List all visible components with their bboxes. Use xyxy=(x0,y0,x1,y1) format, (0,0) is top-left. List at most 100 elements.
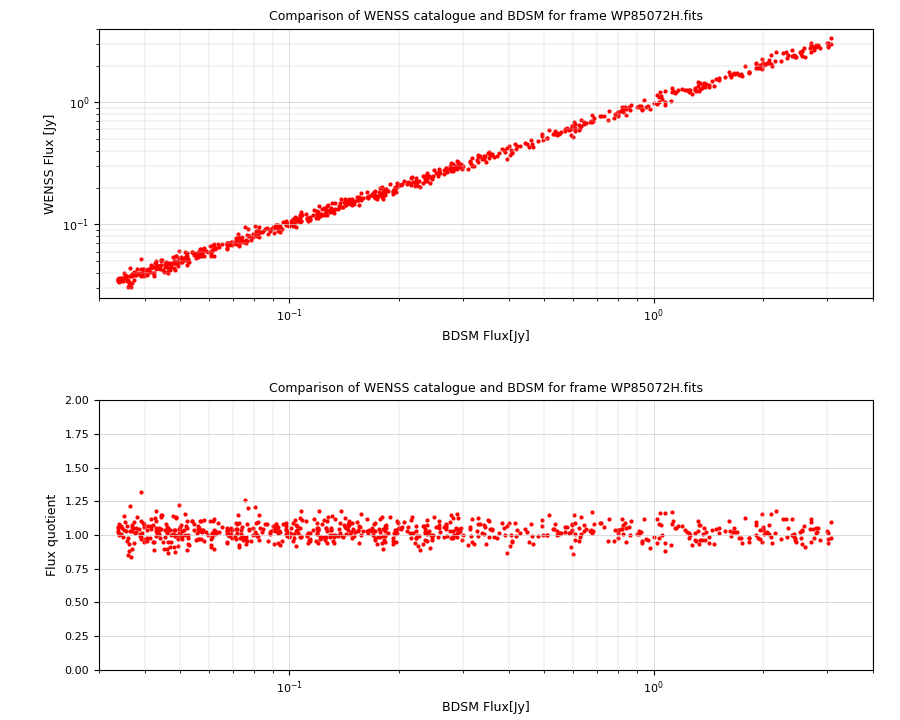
Point xyxy=(756,523,770,535)
Point xyxy=(390,527,404,539)
Point xyxy=(179,250,194,261)
Point xyxy=(239,518,254,530)
Point xyxy=(328,529,342,541)
Point xyxy=(464,521,478,533)
Point xyxy=(768,528,782,539)
Point xyxy=(238,534,253,546)
Point xyxy=(395,178,410,189)
Point xyxy=(504,535,518,546)
Point xyxy=(146,519,160,531)
Point xyxy=(563,526,578,538)
Point xyxy=(175,533,189,544)
Point xyxy=(427,512,441,523)
Point xyxy=(209,243,223,254)
Point xyxy=(193,247,207,258)
Point xyxy=(173,256,187,267)
Point xyxy=(464,531,479,542)
Point xyxy=(197,514,211,526)
Point xyxy=(206,239,220,251)
Point xyxy=(491,527,506,539)
Point xyxy=(508,143,523,155)
Point xyxy=(352,520,366,531)
Point xyxy=(314,532,328,544)
Point xyxy=(127,537,141,549)
Point xyxy=(722,66,736,78)
Point xyxy=(285,517,300,528)
Point xyxy=(389,181,403,193)
Point xyxy=(274,224,289,235)
Point xyxy=(360,192,374,203)
Point xyxy=(151,262,166,274)
Point xyxy=(641,534,655,546)
Point xyxy=(724,530,739,541)
Point xyxy=(215,238,230,250)
Point xyxy=(154,259,168,271)
Point xyxy=(310,207,325,219)
Point xyxy=(292,209,307,220)
Point xyxy=(206,513,220,525)
Point xyxy=(310,207,325,218)
Point xyxy=(279,218,293,230)
Point xyxy=(221,239,236,251)
Point xyxy=(263,526,277,538)
Point xyxy=(130,511,144,523)
Point xyxy=(161,257,176,269)
Point xyxy=(120,521,134,532)
Point xyxy=(386,185,400,197)
Point xyxy=(233,236,248,248)
Point xyxy=(762,528,777,539)
Point xyxy=(579,523,593,534)
Point xyxy=(248,517,263,528)
Point xyxy=(795,45,809,57)
Point xyxy=(229,523,243,534)
Point xyxy=(412,531,427,542)
Point xyxy=(658,508,672,519)
Point xyxy=(487,531,501,543)
Point xyxy=(246,522,260,534)
Point xyxy=(319,209,333,220)
Point xyxy=(470,525,484,536)
Point xyxy=(498,530,512,541)
Point xyxy=(737,512,751,523)
Point xyxy=(154,523,168,534)
Point xyxy=(158,266,172,278)
Point xyxy=(189,534,203,545)
Point xyxy=(149,505,164,517)
Point xyxy=(319,535,333,546)
Point xyxy=(683,529,698,541)
Point xyxy=(378,184,392,195)
Point xyxy=(404,179,419,191)
Point xyxy=(419,175,434,186)
Point xyxy=(390,177,404,189)
Point xyxy=(253,226,267,238)
Point xyxy=(177,529,192,541)
Point xyxy=(170,258,184,269)
Point xyxy=(636,94,651,106)
Point xyxy=(294,514,309,526)
Point xyxy=(410,176,425,188)
Point xyxy=(504,147,518,158)
Point xyxy=(423,529,437,541)
Point xyxy=(734,537,749,549)
Point xyxy=(282,220,296,231)
Point xyxy=(117,510,131,521)
Point xyxy=(427,164,441,176)
Point xyxy=(125,520,140,531)
Point xyxy=(212,241,226,253)
Point xyxy=(568,119,582,130)
Point xyxy=(724,71,739,82)
Point xyxy=(669,86,683,98)
Point xyxy=(353,521,367,533)
Point xyxy=(526,141,540,153)
Point xyxy=(423,542,437,554)
Point xyxy=(238,539,253,550)
Point xyxy=(471,151,485,163)
Point xyxy=(140,524,155,536)
Point xyxy=(354,194,368,206)
Point xyxy=(220,240,234,251)
Point xyxy=(279,217,293,228)
Point xyxy=(272,525,286,536)
Point xyxy=(368,518,382,529)
Point xyxy=(334,193,348,204)
Point xyxy=(223,523,238,534)
